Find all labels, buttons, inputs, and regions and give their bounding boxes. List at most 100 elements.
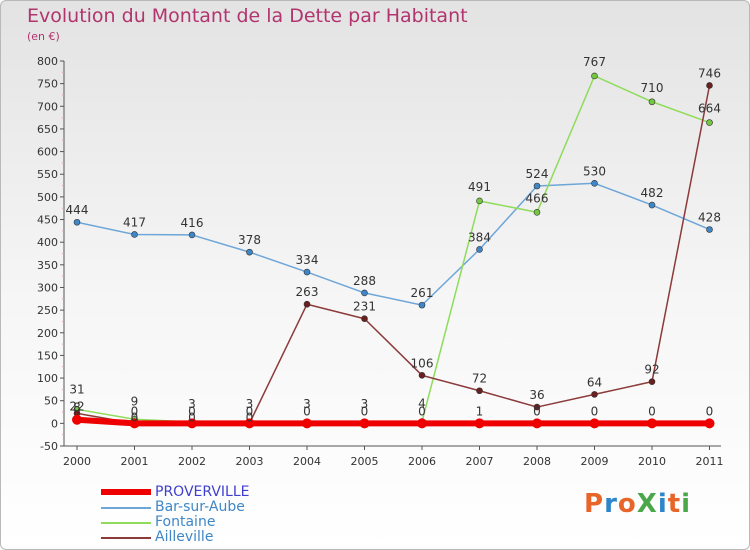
y-tick-label: 350 xyxy=(37,259,58,272)
legend-label: PROVERVILLE xyxy=(155,484,250,500)
data-point xyxy=(188,231,196,239)
legend-label: Bar-sur-Aube xyxy=(155,499,245,515)
data-point xyxy=(648,378,656,385)
data-label: 0 xyxy=(303,404,311,418)
data-label: 0 xyxy=(418,404,426,418)
data-label: 0 xyxy=(591,404,599,418)
data-label: 3 xyxy=(246,397,254,411)
data-label: 0 xyxy=(648,404,656,418)
y-tick-label: 250 xyxy=(37,304,58,317)
data-label: 3 xyxy=(361,397,369,411)
data-label: 9 xyxy=(131,394,139,408)
legend-swatch xyxy=(101,537,151,539)
data-label: 416 xyxy=(181,216,204,230)
data-label: 530 xyxy=(583,164,606,178)
series-line xyxy=(76,84,711,425)
data-label: 0 xyxy=(706,404,714,418)
data-label: 0 xyxy=(131,410,139,424)
x-tick-label: 2007 xyxy=(466,455,494,468)
data-point xyxy=(303,268,311,276)
data-label: 664 xyxy=(698,102,721,116)
y-tick-label: 550 xyxy=(37,168,58,181)
chart-unit: (en €) xyxy=(27,30,60,43)
data-point xyxy=(302,418,312,429)
data-label: 261 xyxy=(411,286,434,300)
data-label: 710 xyxy=(641,81,664,95)
data-label: 0 xyxy=(246,410,254,424)
y-tick-label: -50 xyxy=(40,440,58,453)
data-point xyxy=(129,418,140,429)
legend-item: Bar-sur-Aube xyxy=(101,499,321,516)
data-point xyxy=(532,418,542,429)
data-point xyxy=(244,418,255,429)
data-label: 22 xyxy=(69,399,84,413)
data-point xyxy=(706,82,713,89)
data-point xyxy=(417,418,427,429)
data-label: 231 xyxy=(353,300,376,314)
chart-title: Evolution du Montant de la Dette par Hab… xyxy=(27,5,468,27)
data-point xyxy=(533,208,541,216)
series-proverville xyxy=(72,414,715,429)
data-label: 288 xyxy=(353,274,376,288)
data-label: 0 xyxy=(533,404,541,418)
data-point xyxy=(359,418,370,429)
x-tick-label: 2003 xyxy=(236,455,264,468)
data-label: 0 xyxy=(131,404,139,418)
data-point xyxy=(591,391,598,398)
data-point xyxy=(187,418,197,429)
data-label: 1 xyxy=(476,404,484,418)
data-label: 0 xyxy=(188,410,196,424)
logo-letter: X xyxy=(636,489,658,519)
data-label: 384 xyxy=(468,230,491,244)
y-tick-label: 100 xyxy=(37,372,58,385)
proxiti-logo: ProXiti xyxy=(584,489,691,519)
y-tick-label: 0 xyxy=(51,417,58,430)
data-point xyxy=(647,418,657,429)
data-label: 378 xyxy=(238,233,261,247)
data-label: 767 xyxy=(583,55,606,69)
data-point xyxy=(591,179,598,187)
data-point xyxy=(474,418,485,429)
data-point xyxy=(704,418,715,429)
data-label: 92 xyxy=(644,363,659,377)
y-tick-label: 450 xyxy=(37,214,58,227)
y-tick-label: 200 xyxy=(37,327,58,340)
data-label: 491 xyxy=(468,180,491,194)
data-label: 746 xyxy=(698,66,721,80)
y-tick-label: 750 xyxy=(37,78,58,91)
series-line xyxy=(76,182,711,306)
legend-swatch xyxy=(101,507,151,509)
data-label: 444 xyxy=(66,203,89,217)
data-label: 0 xyxy=(361,404,369,418)
series-bar-sur-aube xyxy=(73,179,713,309)
series-ailleville xyxy=(73,82,713,427)
data-label: 466 xyxy=(526,191,549,205)
x-tick-label: 2010 xyxy=(638,455,666,468)
data-point xyxy=(648,201,656,209)
x-tick-label: 2008 xyxy=(523,455,551,468)
logo-letter: o xyxy=(617,489,637,519)
data-label: 417 xyxy=(123,215,146,229)
data-point xyxy=(246,248,253,256)
data-point xyxy=(476,246,483,253)
data-point xyxy=(303,300,311,308)
data-point xyxy=(73,218,81,226)
data-point xyxy=(589,418,600,429)
data-label: 482 xyxy=(641,186,664,200)
logo-letter: r xyxy=(604,489,618,519)
x-tick-label: 2000 xyxy=(63,455,91,468)
data-point xyxy=(533,403,541,411)
data-label: 0 xyxy=(246,404,254,418)
data-point xyxy=(361,289,368,297)
y-tick-label: 300 xyxy=(37,281,58,294)
data-point xyxy=(591,72,598,80)
y-tick-label: 650 xyxy=(37,123,58,136)
data-label: 72 xyxy=(472,372,487,386)
x-tick-label: 2011 xyxy=(696,455,724,468)
y-tick-label: 400 xyxy=(37,236,58,249)
data-label: 8 xyxy=(73,401,81,415)
y-tick-label: 150 xyxy=(37,349,58,362)
legend-label: Ailleville xyxy=(155,529,214,545)
logo-letter: i xyxy=(657,489,668,519)
